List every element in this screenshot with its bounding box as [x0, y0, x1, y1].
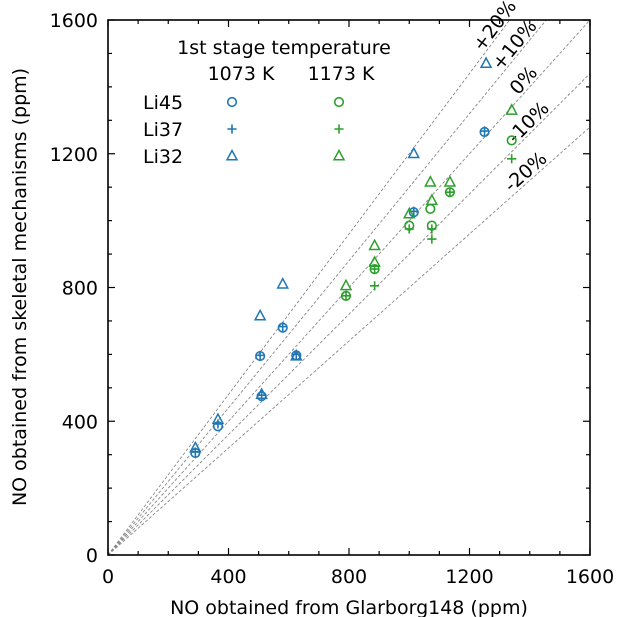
data-point-triangle [253, 308, 267, 321]
legend-title: 1st stage temperature [177, 37, 391, 59]
data-point-plus [341, 291, 351, 301]
legend-marker-plus [334, 124, 344, 134]
data-point-triangle [276, 277, 289, 289]
y-tick-label: 0 [86, 545, 98, 567]
data-point-triangle [479, 56, 493, 69]
data-point-plus [507, 154, 517, 164]
data-point-plus [479, 126, 490, 136]
data-point-plus [427, 224, 437, 234]
tick-labels: 0 400 800 1200 1600 0 400 800 1200 1600 [50, 10, 615, 588]
data-point-triangle [255, 387, 268, 400]
reference-line-labels: +20%+10%0%-10%-20% [469, 0, 554, 197]
legend-column-1173k: 1173 K [308, 63, 375, 85]
y-tick-label: 1200 [50, 144, 98, 166]
y-tick-label: 800 [62, 278, 98, 300]
legend-marker-circle [333, 96, 345, 108]
data-point-triangle [443, 175, 457, 187]
legend-markers [225, 96, 346, 161]
data-point-plus [427, 234, 437, 244]
legend-marker-plus [227, 124, 237, 134]
reference-line [108, 20, 547, 555]
x-tick-label: 400 [210, 566, 246, 588]
legend-row-li32: Li32 [143, 146, 183, 168]
x-tick-label: 0 [102, 566, 114, 588]
data-point-triangle [402, 206, 416, 219]
x-tick-label: 800 [331, 566, 367, 588]
data-point-triangle [368, 255, 381, 267]
legend-marker-triangle [332, 148, 346, 161]
legend: 1st stage temperature 1073 K 1173 K Li45… [143, 37, 391, 168]
data-point-plus [278, 322, 288, 332]
legend-row-li45: Li45 [143, 92, 183, 114]
data-point-triangle [425, 193, 439, 206]
data-point-plus [370, 281, 380, 291]
data-point-triangle [290, 348, 303, 361]
data-point-triangle [189, 440, 202, 453]
y-tick-label: 400 [62, 411, 98, 433]
data-point-triangle [407, 146, 421, 159]
data-point-plus [255, 350, 265, 360]
data-point-plus [404, 224, 414, 234]
data-point-triangle [211, 412, 225, 425]
reference-line-label: 0% [506, 62, 543, 99]
reference-line [108, 73, 590, 555]
legend-column-1073k: 1073 K [208, 63, 275, 85]
data-point-triangle [424, 175, 437, 187]
reference-line [108, 126, 590, 555]
data-point-circle [506, 135, 517, 146]
data-point-plus [445, 187, 455, 197]
plot-frame [107, 19, 591, 556]
legend-marker-circle [226, 96, 238, 108]
data-point-triangle [339, 278, 353, 291]
x-tick-label: 1200 [445, 566, 493, 588]
x-tick-label: 1600 [566, 566, 614, 588]
legend-row-li37: Li37 [143, 119, 183, 141]
y-tick-label: 1600 [50, 10, 98, 32]
reference-line-label: -20% [500, 148, 551, 197]
data-point-circle [425, 203, 436, 215]
reference-line [108, 20, 511, 555]
data-point-triangle [505, 103, 518, 115]
data-points [189, 56, 518, 459]
y-axis-label: NO obtained from skeletal mechanisms (pp… [9, 68, 31, 506]
legend-marker-triangle [225, 148, 239, 161]
data-point-triangle [368, 238, 381, 251]
x-axis-label: NO obtained from Glarborg148 (ppm) [170, 597, 528, 617]
